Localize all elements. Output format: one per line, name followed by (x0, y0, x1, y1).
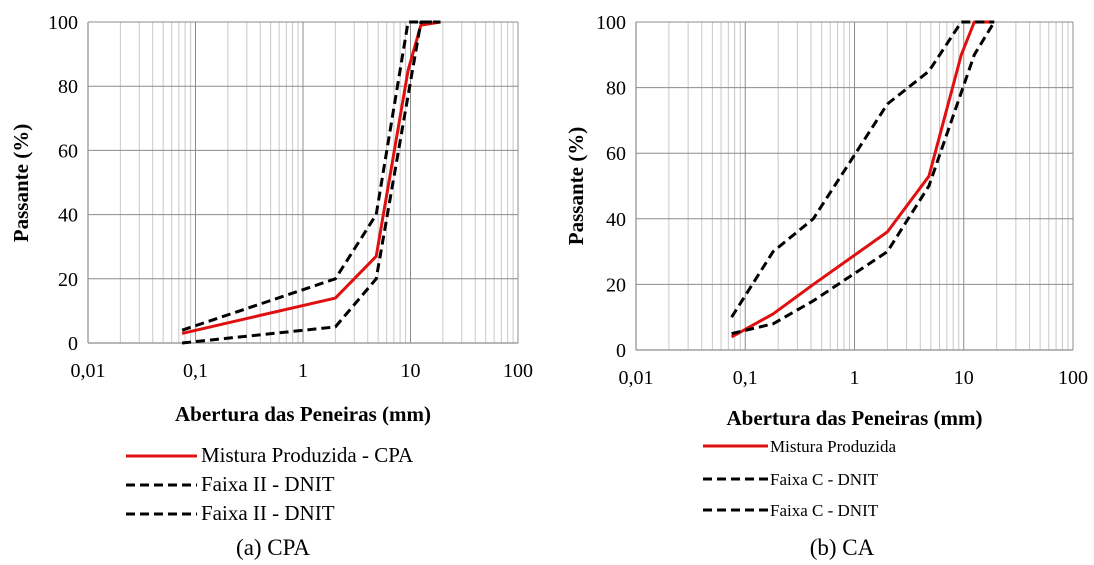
legend-label: Faixa II - DNIT (201, 472, 335, 496)
y-tick-label: 0 (68, 333, 78, 355)
y-tick-label: 20 (58, 269, 78, 291)
y-tick-label: 40 (58, 205, 78, 227)
x-axis-title: Abertura das Peneiras (mm) (175, 402, 431, 426)
y-tick-label: 60 (58, 140, 78, 162)
legend: Mistura Produzida Faixa C - DNIT Faixa C -… (703, 437, 897, 520)
y-axis-title: Passante (%) (9, 124, 33, 242)
x-tick-label: 1 (298, 360, 308, 382)
legend-label: Faixa C - DNIT (770, 470, 879, 489)
chart-cpa: 0 20 40 60 80 100 0,01 0,1 1 10 100 Passante (%) Abe… (9, 12, 533, 560)
series-line-mistura (730, 20, 995, 339)
figure-caption: (a) CPA (236, 535, 310, 560)
y-tick-label: 100 (48, 12, 78, 34)
x-tick-label: 100 (1058, 367, 1088, 389)
y-axis-title: Passante (%) (564, 127, 588, 245)
legend-label: Faixa II - DNIT (201, 501, 335, 525)
x-tick-label: 0,1 (183, 360, 208, 382)
legend-label: Mistura Produzida (770, 437, 897, 456)
x-axis-title: Abertura das Peneiras (mm) (726, 406, 982, 430)
series-line-faixa-1 (730, 20, 995, 319)
y-tick-label: 100 (596, 12, 626, 34)
x-tick-label: 10 (401, 360, 421, 382)
series-line-faixa-2 (731, 21, 996, 336)
x-tick-label: 100 (503, 360, 533, 382)
series-line-faixa-1 (181, 20, 441, 332)
x-tick-label: 1 (850, 367, 860, 389)
series-line-mistura (181, 20, 441, 335)
legend: Mistura Produzida - CPA Faixa II - DNIT Fa… (126, 443, 414, 525)
grid (87, 21, 519, 344)
x-tick-label: 0,1 (733, 367, 758, 389)
y-tick-label: 80 (58, 76, 78, 98)
y-tick-label: 60 (606, 143, 626, 165)
legend-label: Faixa C - DNIT (770, 501, 879, 520)
figure-caption: (b) CA (810, 535, 875, 560)
y-tick-label: 20 (606, 274, 626, 296)
series-line-faixa-2 (181, 20, 441, 345)
x-tick-label: 0,01 (619, 367, 654, 389)
legend-label: Mistura Produzida - CPA (201, 443, 414, 467)
y-tick-label: 0 (616, 340, 626, 362)
x-tick-label: 0,01 (71, 360, 106, 382)
chart-ca: 0 20 40 60 80 100 0,01 0,1 1 10 100 Passante (%) Abe… (564, 12, 1088, 560)
grid (635, 21, 1074, 351)
y-tick-label: 80 (606, 78, 626, 100)
x-tick-label: 10 (954, 367, 974, 389)
y-tick-label: 40 (606, 209, 626, 231)
